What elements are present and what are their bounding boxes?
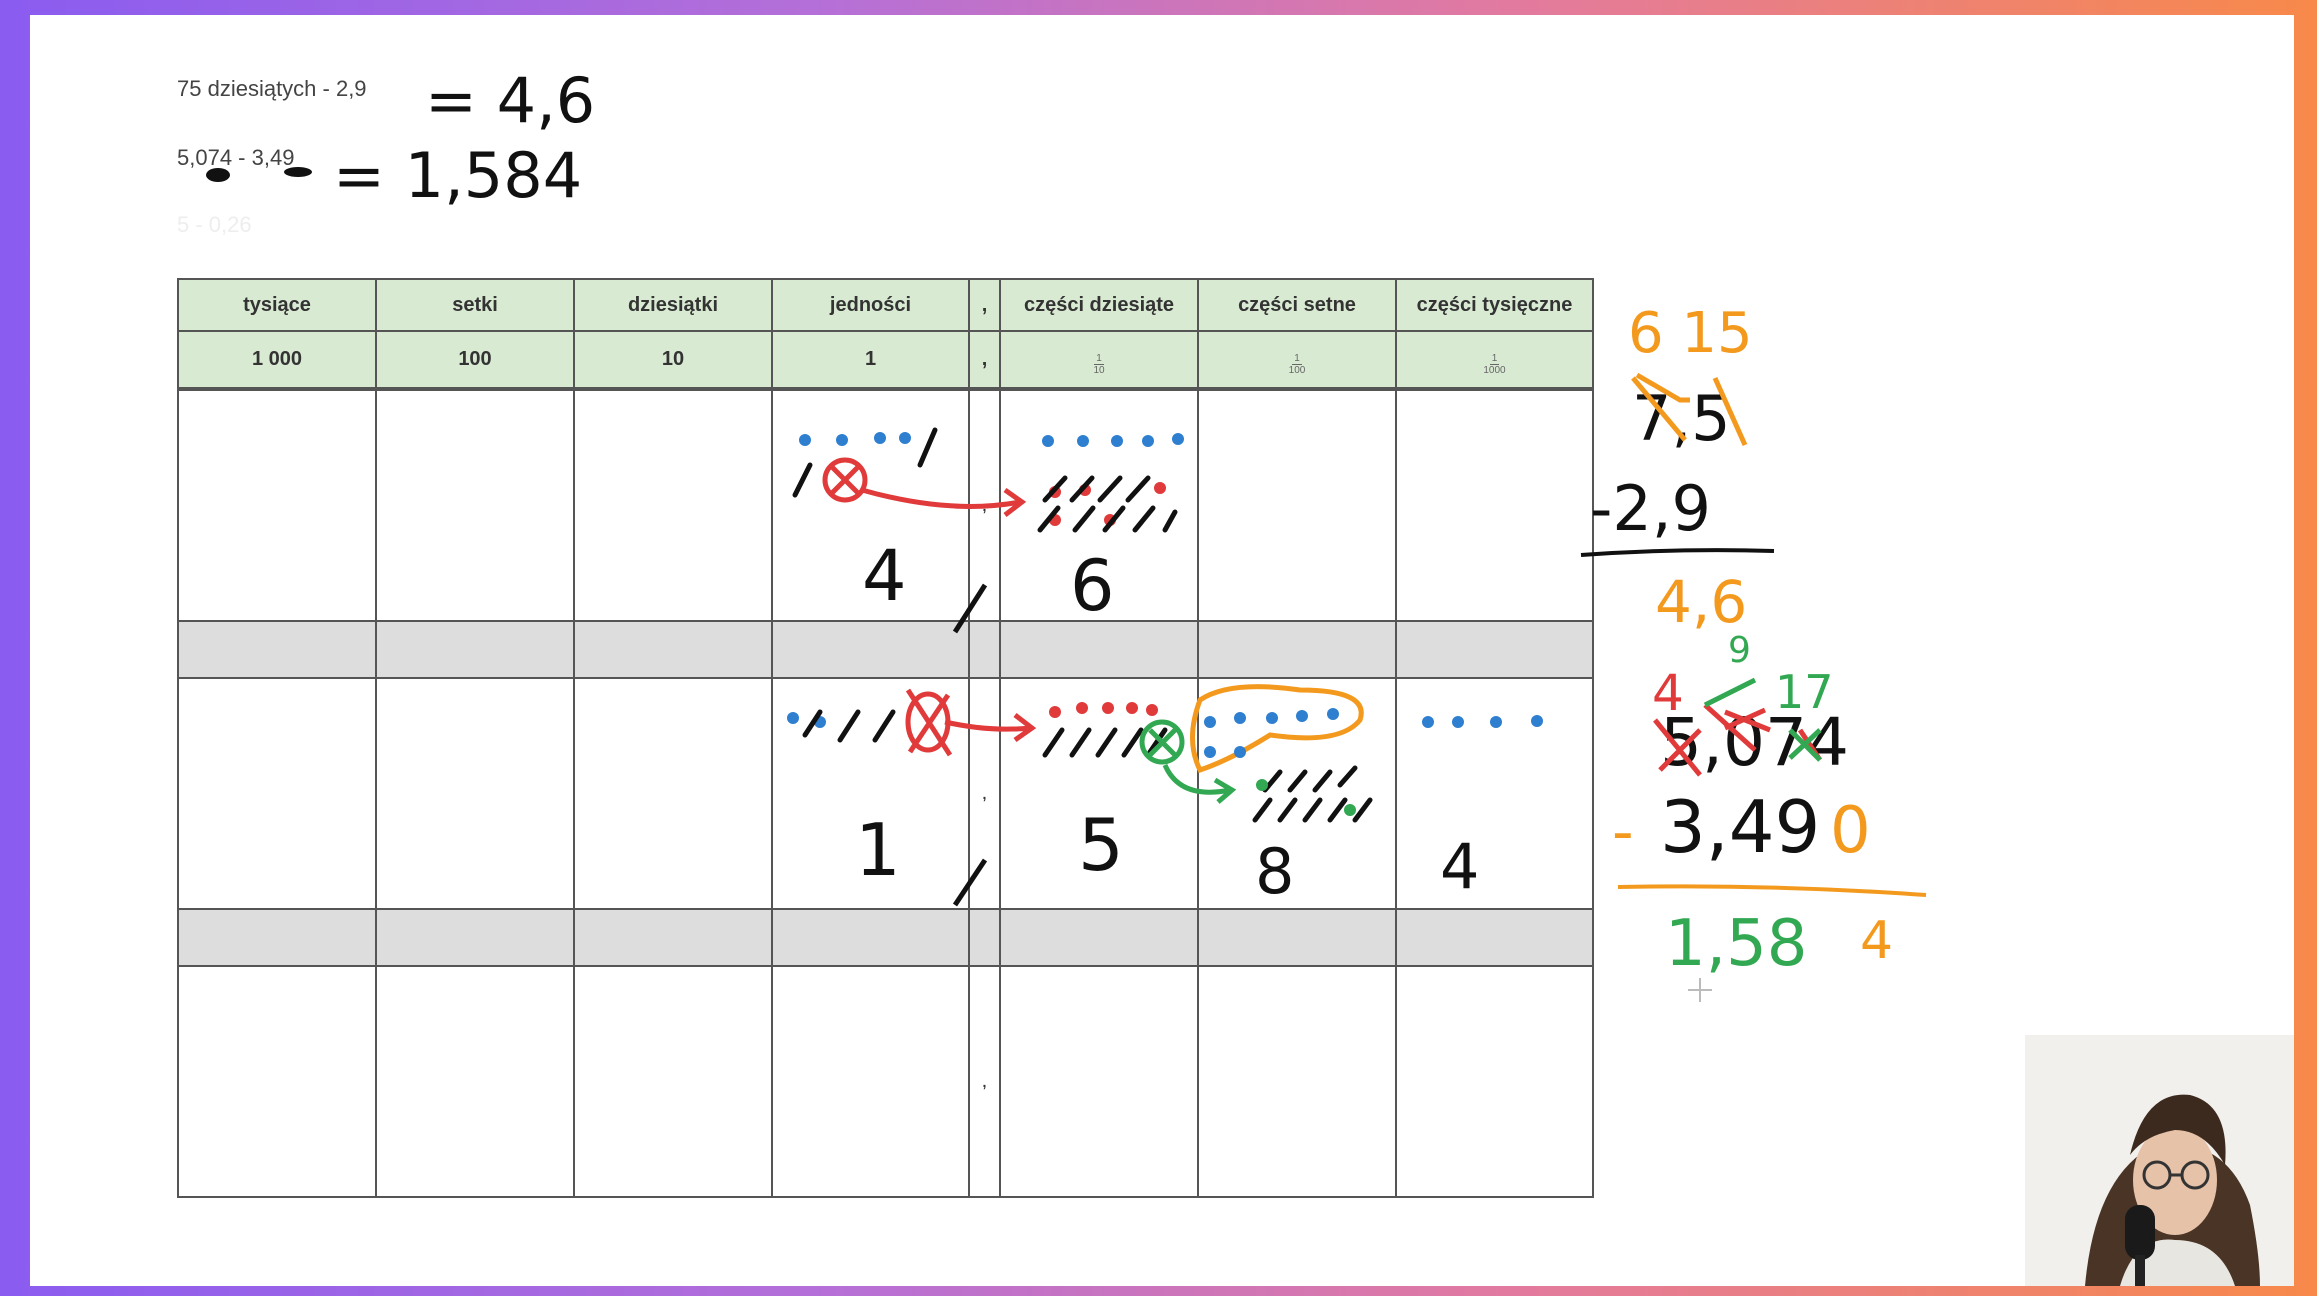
blue-dots-ones-row1	[799, 432, 911, 446]
exercise-1: 75 dziesiątych - 2,9	[177, 76, 367, 101]
answer-1: = 4,6	[425, 64, 595, 137]
ink-blot	[284, 167, 312, 177]
row1-ones-digit: 4	[862, 535, 907, 617]
calc1-subtrahend: -2,9	[1590, 472, 1711, 545]
calc2-borrow-green-top: 9	[1728, 630, 1751, 671]
row1-tenths-digit: 6	[1070, 545, 1115, 627]
value-hundredths: 1 100	[1197, 330, 1397, 391]
blue-dots-thousandths-row2	[1422, 715, 1543, 728]
blue-dots-hundredths-row2	[1204, 708, 1339, 758]
comma-mark	[952, 583, 988, 634]
header-tenths: części dziesiąte	[999, 278, 1199, 332]
work-row-3: ,	[177, 965, 1594, 1198]
sum-line	[1580, 548, 1775, 557]
row2-ones-digit: 1	[855, 808, 901, 892]
calc2-result: 1,58	[1665, 907, 1808, 981]
orange-loop	[1190, 684, 1364, 774]
tally-marks	[792, 427, 938, 498]
row2-hundredths-digit: 8	[1255, 835, 1294, 908]
value-hundreds: 100	[375, 330, 575, 391]
calc2-subtrahend: 3,49	[1660, 785, 1820, 869]
cursor-crosshair	[1688, 978, 1712, 1002]
calc2-padding-zero: 0	[1830, 794, 1871, 868]
header-hundreds: setki	[375, 278, 575, 332]
header-tens: dziesiątki	[573, 278, 773, 332]
arrow-icon	[861, 487, 1027, 517]
value-tenths: 1 10	[999, 330, 1199, 391]
exercise-2: 5,074 - 3,49	[177, 145, 295, 170]
value-row: 1 000 100 10 1 , 1 10 1 100 1 1000	[177, 330, 1594, 391]
header-comma: ,	[968, 278, 1001, 332]
row2-tenths-digit: 5	[1078, 803, 1124, 887]
presenter-video	[2025, 1035, 2294, 1286]
exercise-3: 5 - 0,26	[177, 212, 252, 237]
calc2-minus: -	[1612, 797, 1634, 867]
separator-row	[177, 908, 1594, 967]
calc1-borrow: 6 15	[1628, 301, 1753, 366]
strike-marks	[1703, 677, 1822, 762]
value-thousands: 1 000	[177, 330, 377, 391]
header-thousandths: części tysięczne	[1395, 278, 1594, 332]
calc2-borrow-red: 4	[1652, 664, 1684, 722]
header-ones: jedności	[771, 278, 970, 332]
value-comma: ,	[968, 330, 1001, 391]
arrow-icon	[944, 713, 1037, 743]
separator-row	[177, 620, 1594, 679]
blue-dots-tenths-row1	[1042, 433, 1184, 447]
green-crossed-circle	[1139, 719, 1237, 804]
row2-thousandths-digit: 4	[1440, 830, 1479, 903]
calc1-result: 4,6	[1655, 568, 1747, 636]
header-hundredths: części setne	[1197, 278, 1397, 332]
place-value-table: tysiące setki dziesiątki jedności , częś…	[177, 278, 1594, 1198]
strike-marks	[1631, 372, 1748, 447]
ink-blot	[206, 168, 230, 182]
header-row: tysiące setki dziesiątki jedności , częś…	[177, 278, 1594, 332]
value-ones: 1	[771, 330, 970, 391]
answer-2: = 1,584	[333, 139, 582, 212]
microphone-icon	[2125, 1205, 2155, 1260]
red-tally-tenths-row1	[1037, 475, 1178, 533]
sum-line	[1617, 884, 1927, 897]
strike-marks	[1653, 703, 1823, 777]
calc2-result-last: 4	[1860, 911, 1893, 971]
work-row-1: ,	[177, 388, 1594, 622]
crossed-circle-icon	[905, 688, 953, 757]
crossed-circle-icon	[822, 457, 868, 503]
value-thousandths: 1 1000	[1395, 330, 1594, 391]
value-tens: 10	[573, 330, 773, 391]
webcam-overlay	[2025, 1035, 2294, 1286]
calc2-borrow-green: 17	[1775, 665, 1834, 719]
comma-mark	[952, 858, 988, 907]
header-thousands: tysiące	[177, 278, 377, 332]
